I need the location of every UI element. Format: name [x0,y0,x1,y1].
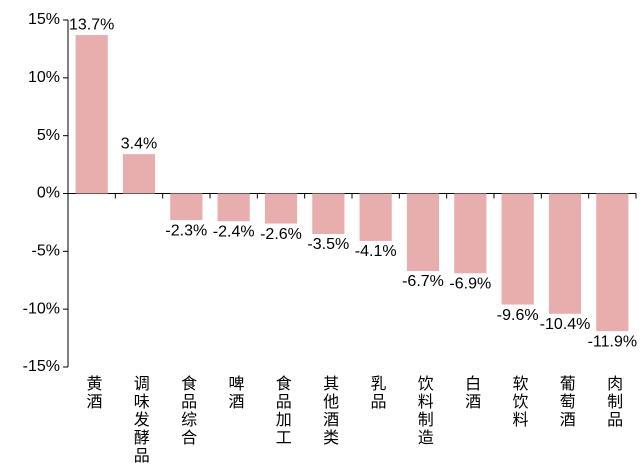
y-tick-label: 10% [28,69,60,86]
y-tick-label: -15% [23,358,60,375]
data-label: -6.9% [449,276,491,293]
x-tick-label: 葡萄酒 [557,375,576,429]
data-label: -2.3% [165,222,207,239]
x-tick-label: 其他酒类 [320,375,339,447]
bar [122,154,156,194]
x-tick-label: 黄酒 [83,375,102,411]
data-label: -2.4% [213,223,255,240]
bar [454,193,487,274]
data-label: -11.9% [588,333,638,350]
bar [596,193,629,332]
data-label: -2.6% [260,226,302,243]
x-tick-label: 饮料制造 [415,375,434,447]
bar [548,193,582,314]
bar [501,193,534,305]
bar [170,193,203,221]
bar [312,193,345,234]
x-tick-label: 食品综合 [178,375,197,447]
bar [359,193,392,241]
bar [217,193,250,222]
x-tick-label: 调味发酵品 [131,375,150,465]
data-label: -10.4% [540,316,591,333]
x-tick-label: 乳品 [367,375,386,411]
x-tick-label: 啤酒 [225,375,244,411]
data-label: -4.1% [355,243,397,260]
x-tick-label: 白酒 [462,375,481,411]
y-tick-label: 5% [37,127,60,144]
x-tick-label: 肉制品 [604,375,623,429]
data-label: 3.4% [121,135,157,152]
y-tick-label: 15% [28,11,60,28]
bar [75,35,108,194]
x-tick-label: 软饮料 [509,375,528,429]
y-tick-label: 0% [37,185,60,202]
data-label: -9.6% [497,307,539,324]
x-tick-label: 食品加工 [273,375,292,447]
y-tick-label: -10% [23,300,60,317]
data-label: -3.5% [307,236,349,253]
data-label: -6.7% [402,273,444,290]
bar [406,193,440,271]
y-tick-label: -5% [32,243,60,260]
bar [264,193,298,224]
data-label: 13.7% [69,16,114,33]
